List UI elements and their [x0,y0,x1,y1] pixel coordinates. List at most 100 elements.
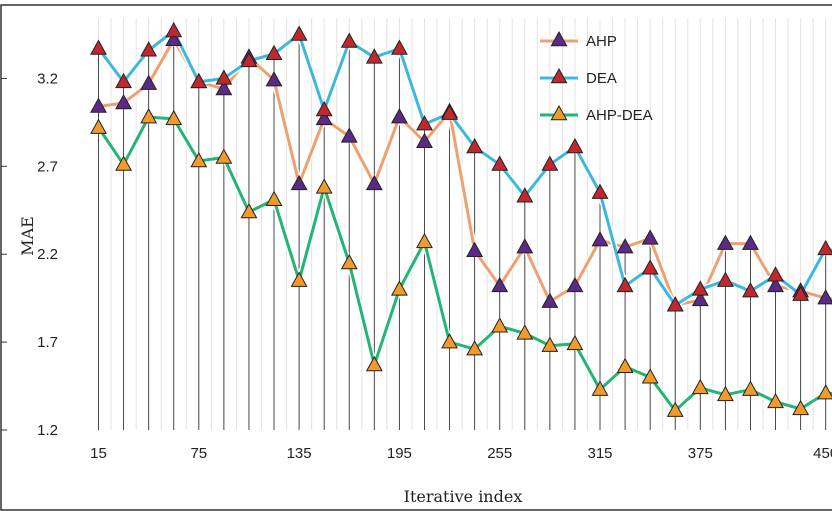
data-point [666,296,684,312]
data-point [716,234,734,250]
data-point [315,101,333,117]
data-point [290,25,308,41]
data-point [541,155,559,171]
data-point [616,357,634,373]
legend-item: DEA [540,67,617,87]
x-tick-label: 15 [90,445,107,462]
series-layer [90,21,832,417]
data-point [365,355,383,372]
x-tick-label: 255 [487,445,512,462]
data-point [115,72,133,89]
x-tick-label: 450 [813,445,832,462]
legend-item: AHP [540,30,617,50]
data-point [90,118,107,134]
data-point [666,401,684,417]
y-tick-label: 1.7 [37,334,58,351]
data-point [390,39,408,55]
data-point [591,183,609,199]
data-point [792,285,810,301]
data-point [591,231,609,247]
x-tick-label: 315 [587,445,612,462]
data-point [265,190,283,206]
data-point [165,109,183,126]
data-point [441,104,459,120]
data-point [491,317,509,333]
legend-marker [550,67,568,84]
data-point [390,108,408,124]
data-point [240,51,258,68]
data-point [115,93,133,110]
data-point [140,108,158,124]
data-point [591,380,609,396]
data-point [90,97,107,113]
data-point [390,280,408,296]
data-point [215,148,233,164]
x-axis-title: Iterative index [404,487,523,506]
data-point [491,155,509,171]
x-tick-label: 195 [387,445,412,462]
data-point [641,368,659,384]
data-point [792,399,810,416]
data-point [365,48,383,64]
data-point [716,385,734,402]
data-point [340,127,358,143]
data-point [190,151,208,168]
y-tick-label: 2.2 [37,246,58,263]
series-line [97,29,832,307]
data-point [90,39,107,55]
data-point [641,229,659,245]
legend-label: DEA [586,70,617,87]
legend-marker [550,30,568,47]
series-dea [96,27,832,309]
series-line-halo [96,27,832,309]
data-point [767,392,784,409]
data-point [516,238,534,254]
data-point [466,241,484,257]
data-point [767,276,784,293]
data-point [340,253,358,270]
data-point [240,202,258,219]
data-point [315,178,333,194]
data-point [742,380,759,396]
data-point [441,333,459,349]
data-point [566,334,584,351]
data-point [566,276,584,293]
data-point [365,174,383,191]
x-tick-label: 135 [287,445,312,462]
legend-label: AHP [586,33,617,50]
data-point [165,30,183,46]
y-tick-label: 2.7 [37,158,58,175]
data-point [691,378,709,395]
data-point [817,384,832,400]
data-point [566,137,584,154]
series-markers-dea [90,21,832,312]
data-point [416,232,433,249]
data-point [190,72,208,89]
x-tick-label: 375 [688,445,713,462]
data-point [315,109,333,126]
series-ahp-dea [96,114,832,414]
data-point [265,71,283,87]
data-point [416,115,433,131]
data-point [541,292,559,308]
data-point [165,21,183,38]
data-point [140,74,158,90]
data-point [641,259,659,275]
legend-label: AHP-DEA [586,107,653,124]
data-point [691,290,709,307]
series-markers-ahp-dea [90,108,832,417]
series-line [97,115,832,413]
data-point [516,187,534,203]
legend-marker [550,104,568,121]
plot-frame [0,4,832,511]
data-point [541,336,559,352]
data-point [215,79,233,96]
data-point [265,44,283,61]
x-tick-label: 75 [190,445,207,462]
legend: AHP DEA AHP-DEA [540,30,653,124]
series-markers-ahp [90,30,832,312]
axis-layer: 1.2 1.7 2.2 2.7 3.2 15 75 135 195 255 315 375 450 [1,70,832,462]
data-point [691,280,709,296]
